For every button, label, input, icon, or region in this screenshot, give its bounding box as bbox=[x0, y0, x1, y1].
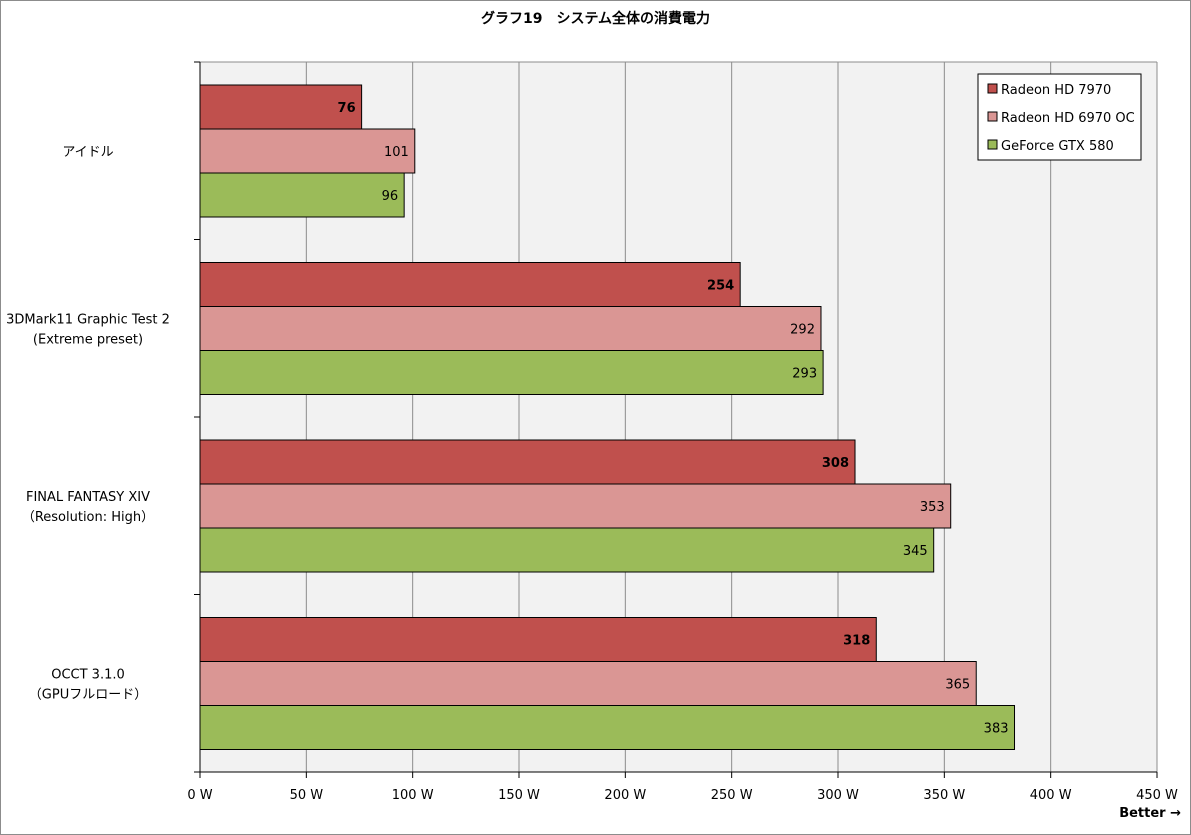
bar bbox=[199, 705, 1016, 750]
legend-label: Radeon HD 6970 OC bbox=[1001, 111, 1135, 126]
category-label: （Resolution: High） bbox=[22, 510, 154, 525]
bar bbox=[199, 262, 741, 307]
data-label: 345 bbox=[903, 544, 928, 559]
bar bbox=[199, 483, 952, 529]
bar bbox=[199, 172, 405, 218]
x-tick-label: 100 W bbox=[392, 788, 434, 803]
category-label: (Extreme preset) bbox=[33, 332, 143, 347]
data-label: 254 bbox=[707, 279, 734, 294]
data-label: 293 bbox=[792, 367, 817, 382]
category-label: OCCT 3.1.0 bbox=[51, 667, 125, 682]
x-tick-label: 300 W bbox=[817, 788, 859, 803]
data-label: 76 bbox=[338, 101, 356, 116]
data-label: 308 bbox=[822, 456, 849, 471]
category-label: （GPUフルロード） bbox=[29, 687, 147, 702]
data-label: 292 bbox=[790, 323, 815, 338]
bar bbox=[199, 661, 977, 706]
category-label: 3DMark11 Graphic Test 2 bbox=[6, 312, 170, 327]
legend-label: Radeon HD 7970 bbox=[1001, 83, 1111, 98]
x-tick-label: 150 W bbox=[498, 788, 540, 803]
bar bbox=[199, 617, 877, 662]
bar bbox=[199, 439, 856, 485]
bar bbox=[199, 306, 822, 351]
category-label: FINAL FANTASY XIV bbox=[26, 490, 150, 505]
bar bbox=[199, 350, 824, 395]
x-tick-label: 400 W bbox=[1030, 788, 1072, 803]
x-tick-label: 450 W bbox=[1136, 788, 1178, 803]
data-label: 365 bbox=[945, 678, 970, 693]
x-tick-label: 250 W bbox=[711, 788, 753, 803]
x-tick-label: 50 W bbox=[290, 788, 324, 803]
x-tick-label: 350 W bbox=[923, 788, 965, 803]
legend-swatch bbox=[987, 83, 998, 94]
legend-swatch bbox=[987, 111, 998, 122]
bar bbox=[199, 128, 416, 174]
data-label: 318 bbox=[843, 634, 870, 649]
x-tick-label: 200 W bbox=[604, 788, 646, 803]
x-tick-label: 0 W bbox=[187, 788, 212, 803]
legend-box bbox=[977, 73, 1142, 161]
bar bbox=[199, 527, 935, 573]
data-label: 101 bbox=[384, 145, 409, 160]
data-label: 353 bbox=[920, 500, 945, 515]
legend-label: GeForce GTX 580 bbox=[1001, 139, 1114, 154]
legend-swatch bbox=[987, 139, 998, 150]
bar bbox=[199, 84, 363, 130]
data-label: 383 bbox=[984, 722, 1009, 737]
chart-title: グラフ19 システム全体の消費電力 bbox=[480, 11, 711, 27]
data-label: 96 bbox=[382, 189, 399, 204]
category-label: アイドル bbox=[62, 145, 113, 160]
better-annotation: Better → bbox=[1119, 806, 1181, 821]
